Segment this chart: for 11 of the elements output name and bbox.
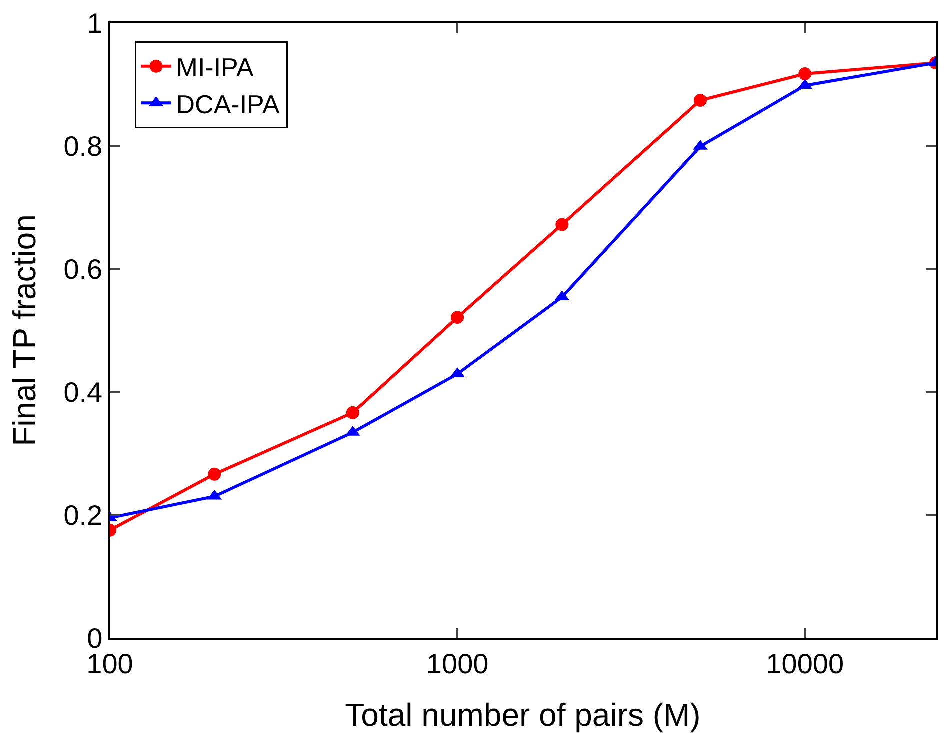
x-tick-label: 1000 — [426, 648, 489, 680]
x-axis-title: Total number of pairs (M) — [345, 697, 701, 733]
y-tick-label: 1 — [87, 8, 103, 39]
x-tick-label: 10000 — [766, 648, 844, 680]
y-tick-label: 0.2 — [64, 500, 103, 531]
y-axis-title: Final TP fraction — [6, 214, 42, 446]
legend-label: MI-IPA — [176, 52, 254, 82]
legend-label: DCA-IPA — [176, 89, 280, 120]
y-tick-label: 0.4 — [64, 376, 103, 408]
y-tick-label: 0.6 — [64, 254, 103, 285]
y-tick-label: 0.8 — [64, 130, 103, 162]
